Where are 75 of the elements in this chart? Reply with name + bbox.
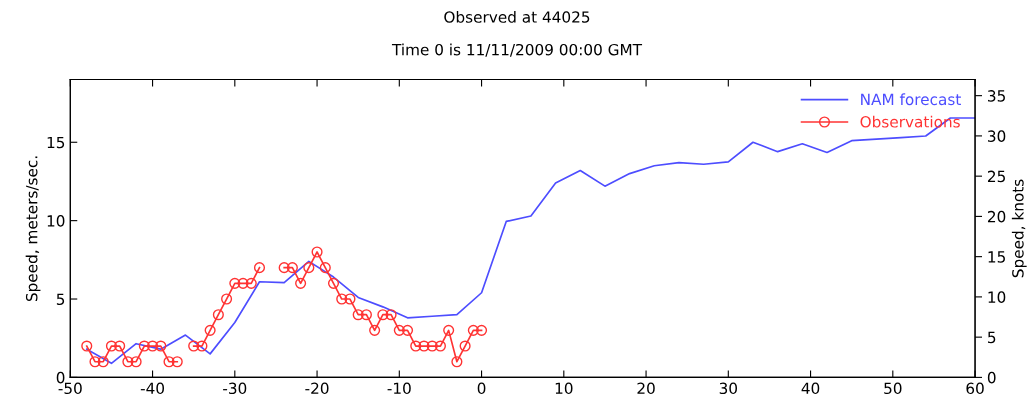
x-tick-label: -50 xyxy=(58,382,82,395)
point xyxy=(278,262,290,274)
x-tick-label: 30 xyxy=(719,382,738,395)
point xyxy=(352,309,364,321)
y2-tick-label: 25 xyxy=(987,170,1005,183)
y2-tick-label: 10 xyxy=(988,291,1006,303)
point xyxy=(369,324,381,336)
point xyxy=(459,340,471,352)
y-tick-label: 10 xyxy=(47,215,65,227)
point xyxy=(344,293,356,305)
point xyxy=(327,277,340,289)
chart-subtitle: Time 0 is 11/11/2009 00:00 GMT xyxy=(391,43,643,57)
point xyxy=(253,262,266,274)
y2-tick-label: 30 xyxy=(988,130,1006,142)
x-tick-label: 10 xyxy=(555,382,573,395)
chart-title: Observed at 44025 xyxy=(444,10,590,23)
x-tick-label: 60 xyxy=(966,382,984,395)
point xyxy=(114,340,126,352)
y-axis-title: Speed, meters/sec. xyxy=(25,156,41,302)
y2-tick-label: 0 xyxy=(987,371,996,384)
y2-tick-label: 5 xyxy=(988,331,996,344)
point xyxy=(138,340,150,352)
point xyxy=(393,324,405,336)
point xyxy=(245,277,257,289)
point xyxy=(451,356,463,368)
point xyxy=(237,277,249,289)
point xyxy=(410,340,422,352)
point xyxy=(319,262,331,274)
y-tick-label: 5 xyxy=(56,293,65,306)
point xyxy=(155,340,167,352)
point xyxy=(147,340,159,352)
y2-tick-label: 20 xyxy=(987,210,1006,223)
point xyxy=(434,340,446,352)
point xyxy=(418,340,430,352)
y-tick-label: 0 xyxy=(56,371,65,384)
point xyxy=(212,309,224,321)
point xyxy=(401,324,414,336)
point xyxy=(336,293,348,305)
x-tick-label: 0 xyxy=(477,382,486,395)
point xyxy=(105,340,117,352)
point xyxy=(130,356,142,368)
point xyxy=(303,262,315,274)
x-tick-label: -40 xyxy=(140,382,165,395)
point xyxy=(385,309,397,321)
point xyxy=(286,262,298,274)
y2-axis-title: Speed, knots xyxy=(1011,179,1027,278)
point xyxy=(476,324,488,336)
point xyxy=(229,277,241,289)
point xyxy=(467,324,479,336)
point xyxy=(196,340,208,352)
point xyxy=(204,324,216,336)
y2-tick-label: 35 xyxy=(988,90,1005,102)
point xyxy=(122,356,134,368)
y-tick-label: 15 xyxy=(47,136,65,149)
point xyxy=(97,356,109,368)
x-tick-label: 20 xyxy=(637,382,655,395)
point xyxy=(443,324,455,336)
legend-label: NAM forecast xyxy=(861,93,961,106)
point xyxy=(89,356,101,368)
x-tick-label: -20 xyxy=(305,382,329,395)
x-tick-label: 40 xyxy=(801,382,820,395)
point xyxy=(221,293,233,305)
point xyxy=(360,309,372,321)
point xyxy=(163,356,175,368)
point xyxy=(171,356,183,368)
x-tick-label: -10 xyxy=(387,382,411,395)
x-tick-label: 50 xyxy=(884,382,902,395)
point xyxy=(311,246,323,258)
point xyxy=(295,277,307,289)
point xyxy=(81,340,93,352)
point xyxy=(426,340,438,352)
point xyxy=(188,340,200,352)
x-tick-label: -30 xyxy=(223,382,247,395)
point xyxy=(377,309,389,321)
y2-tick-label: 15 xyxy=(988,251,1005,263)
